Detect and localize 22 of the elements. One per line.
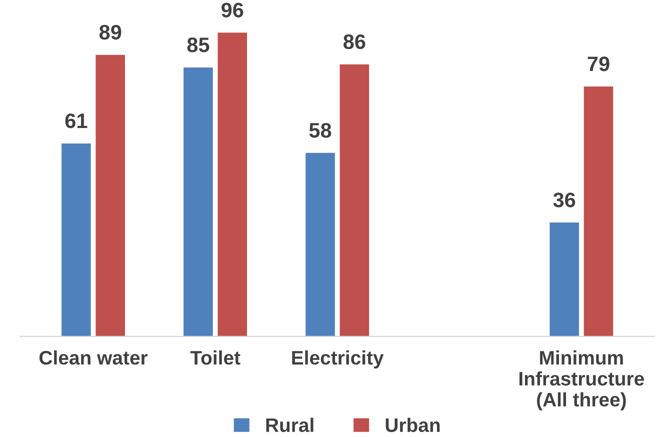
bar [184, 67, 213, 336]
data-label: 61 [65, 113, 88, 128]
data-label: 36 [553, 192, 576, 208]
data-label: 85 [187, 38, 210, 52]
bar [340, 64, 370, 336]
bar [306, 152, 335, 336]
data-label: 89 [99, 24, 122, 40]
x-tick-label: Minimum Infrastructure (All three) [520, 350, 644, 410]
bar [218, 32, 248, 336]
data-label: 86 [344, 34, 366, 50]
x-tick-label: Clean water [39, 350, 148, 365]
data-label: 96 [222, 2, 244, 18]
bar [96, 54, 125, 336]
data-label: 58 [309, 122, 332, 138]
x-tick-label: Electricity [292, 350, 384, 369]
x-tick-label: Toilet [190, 350, 240, 365]
bar [550, 222, 579, 336]
data-label: 79 [588, 56, 610, 72]
legend-label: Urban [386, 418, 440, 432]
bar [584, 86, 614, 336]
bar [62, 143, 91, 336]
legend-label: Rural [266, 418, 314, 432]
